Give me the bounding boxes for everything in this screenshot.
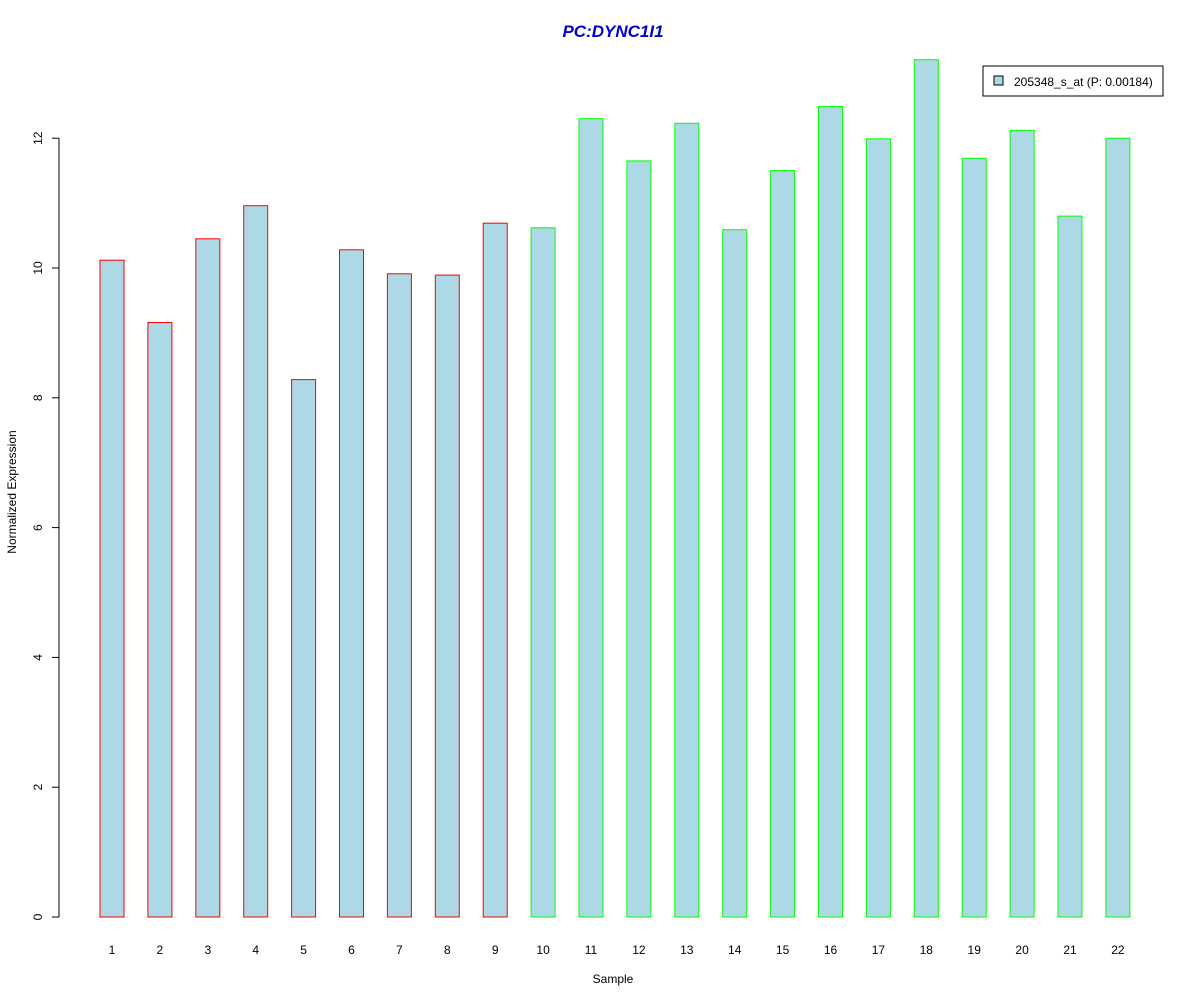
- y-tick-label: 12: [31, 131, 45, 145]
- x-tick-label: 13: [680, 943, 694, 957]
- y-tick-label: 10: [31, 261, 45, 275]
- x-tick-label: 15: [776, 943, 790, 957]
- x-tick-label: 11: [585, 943, 598, 957]
- x-tick-label: 12: [632, 943, 646, 957]
- bar-sample-16: [818, 105, 843, 918]
- legend-box: [982, 65, 1164, 97]
- x-tick-label: 7: [396, 943, 403, 957]
- x-tick-label: 6: [348, 943, 355, 957]
- bar-sample-5: [291, 379, 317, 918]
- bar-sample-10: [530, 227, 556, 918]
- x-axis-label: Sample: [593, 972, 634, 986]
- x-tick-labels: 1 2 3 4 5 6 7 8 9 10 11 12 13 14 15 16 17 18 19 20 21 22: [109, 943, 1125, 957]
- x-tick-label: 18: [920, 943, 934, 957]
- legend-label: 205348_s_at (P: 0.00184): [1014, 75, 1153, 89]
- bar-sample-18: [913, 59, 939, 918]
- y-tick-label: 4: [31, 654, 45, 661]
- bar-sample-22: [1105, 137, 1131, 918]
- y-tick-label: 8: [31, 394, 45, 401]
- x-tick-label: 17: [872, 943, 886, 957]
- bar-sample-7: [386, 273, 412, 918]
- y-tick-label: 0: [31, 913, 45, 920]
- y-axis-label: Normalized Expression: [5, 430, 19, 553]
- x-tick-label: 9: [492, 943, 499, 957]
- x-tick-label: 1: [109, 943, 116, 957]
- x-tick-label: 20: [1015, 943, 1029, 957]
- bar-sample-11: [578, 118, 604, 918]
- bar-sample-4: [243, 205, 269, 918]
- x-tick-label: 22: [1111, 943, 1125, 957]
- bar-sample-6: [339, 249, 364, 918]
- x-tick-label: 4: [252, 943, 259, 957]
- bar-sample-2: [147, 322, 173, 918]
- x-tick-label: 16: [824, 943, 838, 957]
- y-tick-label: 2: [31, 784, 45, 791]
- x-tick-label: 10: [536, 943, 550, 957]
- bar-sample-21: [1057, 215, 1083, 918]
- legend-swatch: [993, 75, 1004, 86]
- bar-sample-13: [674, 122, 700, 918]
- x-tick-label: 5: [300, 943, 307, 957]
- bar-sample-3: [195, 238, 221, 918]
- bars-group: [99, 59, 1131, 918]
- x-tick-label: 19: [968, 943, 982, 957]
- bar-sample-15: [770, 170, 796, 918]
- bar-sample-19: [961, 157, 987, 918]
- bar-sample-8: [434, 274, 460, 918]
- chart-title: PC:DYNC1I1: [562, 22, 663, 41]
- y-axis: 0 2 4 6 8 10 12: [31, 131, 60, 920]
- bar-sample-9: [482, 222, 508, 918]
- y-tick-label: 6: [31, 524, 45, 531]
- bar-sample-14: [722, 229, 748, 918]
- x-tick-label: 14: [728, 943, 742, 957]
- bar-sample-20: [1009, 129, 1035, 918]
- x-tick-label: 2: [157, 943, 164, 957]
- x-tick-label: 3: [204, 943, 211, 957]
- x-tick-label: 21: [1063, 943, 1077, 957]
- legend: 205348_s_at (P: 0.00184): [982, 65, 1164, 97]
- x-tick-label: 8: [444, 943, 451, 957]
- bar-sample-12: [626, 160, 652, 918]
- bar-sample-1: [99, 259, 125, 918]
- bar-sample-17: [865, 138, 891, 918]
